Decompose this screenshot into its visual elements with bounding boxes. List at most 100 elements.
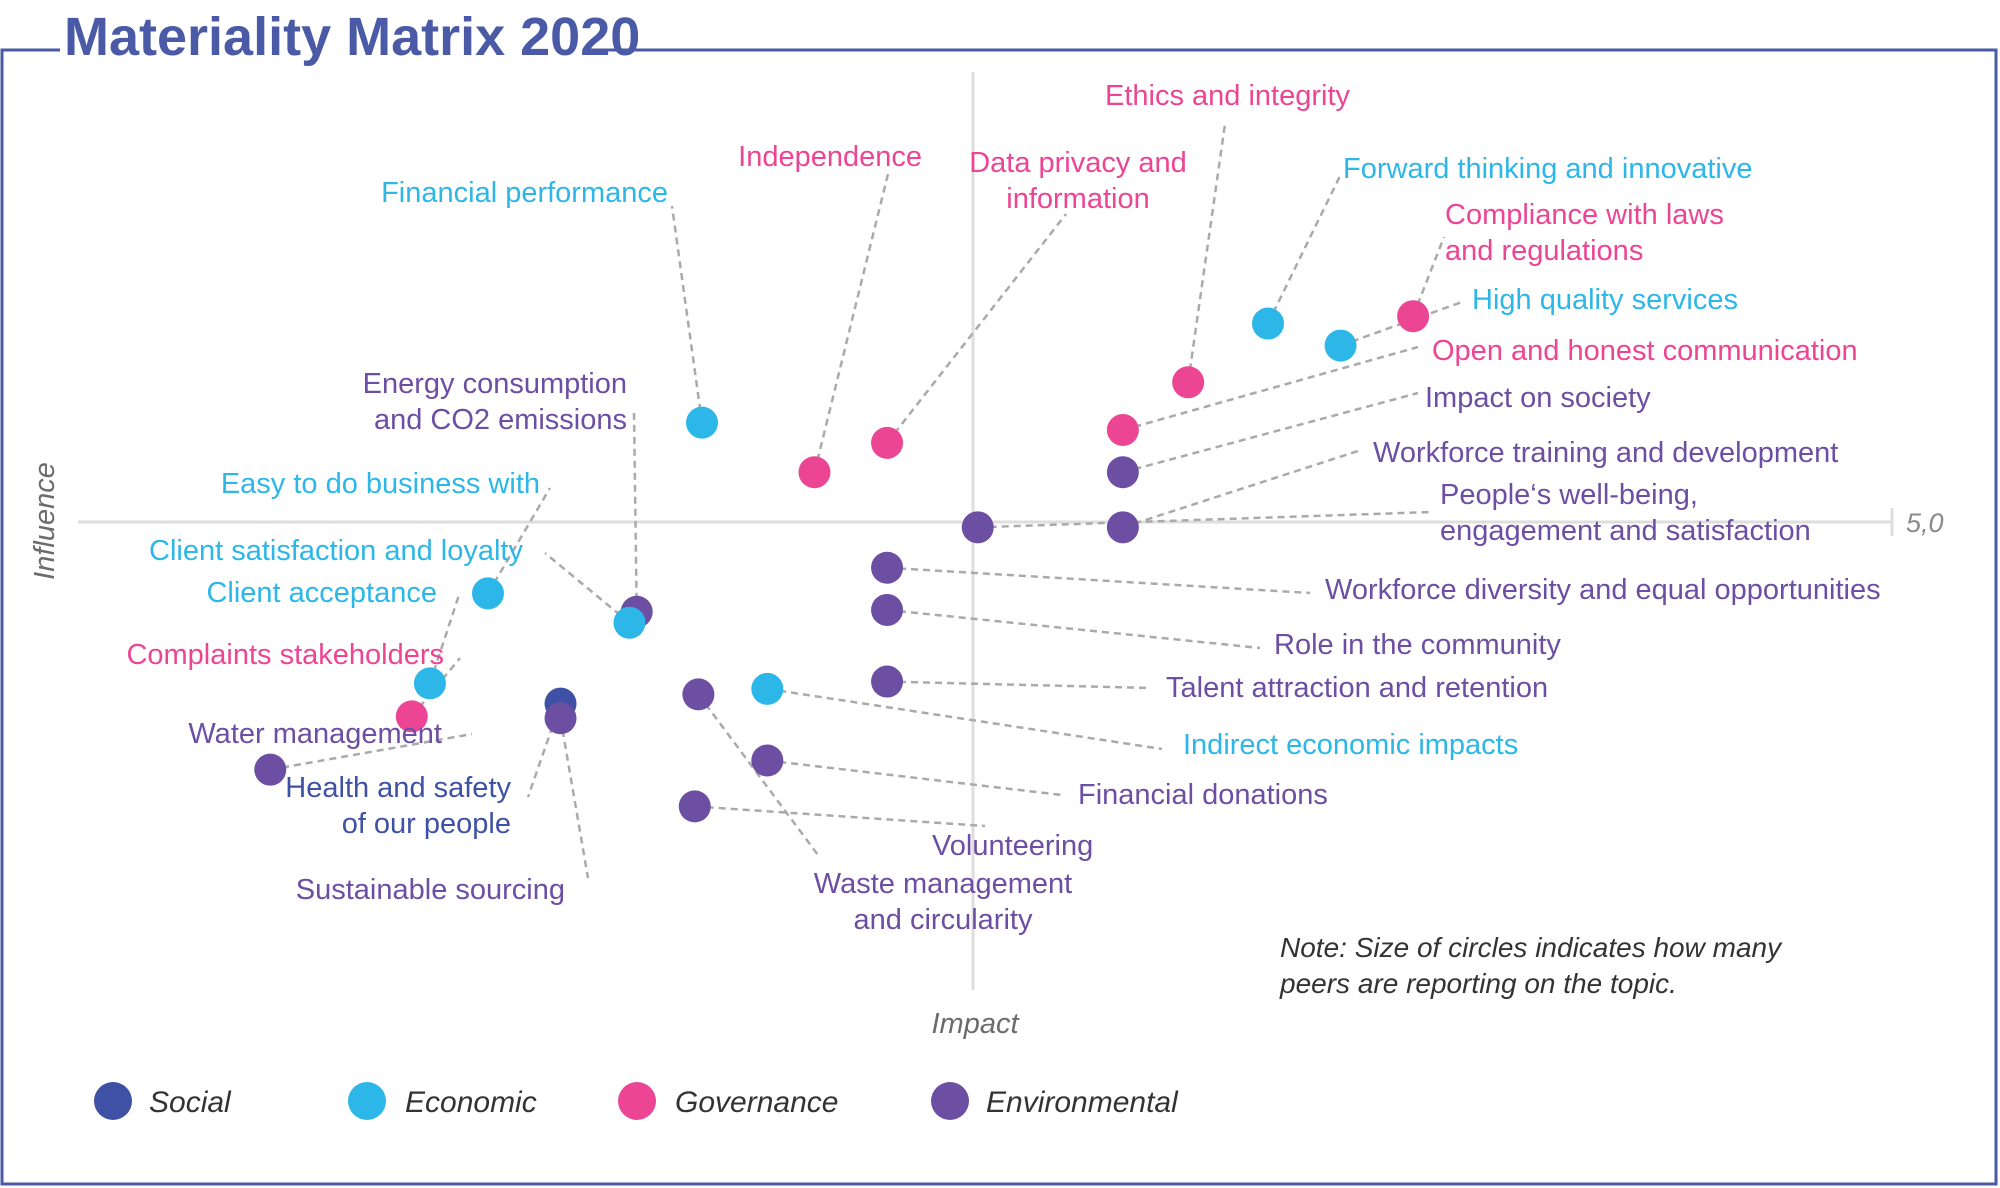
point-label-line: Talent attraction and retention [1166,672,1548,704]
leader-line-independence [813,173,890,473]
point-label-data-privacy-and-information: Data privacy and information [969,147,1187,215]
leader-line-sustainable-sourcing [559,718,590,879]
data-point-ethics-and-integrity [1172,366,1205,399]
point-label-impact-on-society: Impact on society [1425,382,1651,414]
point-label-health-and-safety-of-our-people: Health and safety of our people [285,772,511,840]
data-point-data-privacy-and-information [871,426,904,459]
data-point-workforce-diversity-and-equal-opportunities [871,551,904,584]
point-label-indirect-economic-impacts: Indirect economic impacts [1183,729,1518,761]
point-label-line: Financial performance [381,177,668,209]
data-point-client-acceptance [413,667,446,700]
point-label-client-satisfaction-and-loyalty: Client satisfaction and loyalty [149,535,523,567]
data-point-sustainable-sourcing [544,702,577,735]
leader-line-workforce-diversity-and-equal-opportunities [886,566,1311,595]
point-label-line: Financial donations [1078,779,1328,811]
point-label-line: Sustainable sourcing [296,874,565,906]
point-label-line: Complaints stakeholders [126,639,444,671]
point-label-water-management: Water management [188,718,442,750]
leader-line-volunteering [694,805,986,828]
x-axis-max-tick-label: 5,0 [1906,508,1944,538]
point-label-line: Compliance with laws [1445,199,1724,231]
point-label-easy-to-do-business-with: Easy to do business with [221,468,540,500]
point-label-line: Energy consumption [363,368,627,400]
leader-line-client-acceptance [428,591,462,684]
leader-line-role-in-the-community [886,608,1261,650]
point-label-line: Health and safety [285,772,511,804]
data-point-talent-attraction-and-retention [871,665,904,698]
point-label-line: and circularity [854,904,1033,936]
data-point-volunteering [678,790,711,823]
point-label-financial-performance: Financial performance [381,177,668,209]
point-label-workforce-training-and-development: Workforce training and development [1373,437,1838,469]
point-label-line: engagement and satisfaction [1440,515,1811,547]
leader-line-easy-to-do-business-with [486,487,552,595]
legend-label-social: Social [149,1086,232,1119]
chart-note: Note: Size of circles indicates how many… [1279,932,1789,999]
leader-line-waste-management-and-circularity [697,693,820,856]
point-label-sustainable-sourcing: Sustainable sourcing [296,874,565,906]
point-label-line: Role in the community [1274,629,1561,661]
chart-note-line-1: Note: Size of circles indicates how many [1280,932,1783,963]
leader-line-impact-on-society [1122,391,1419,474]
data-point-waste-management-and-circularity [682,678,715,711]
leader-line-ethics-and-integrity [1186,123,1227,383]
point-label-line: Impact on society [1425,382,1651,414]
data-point-compliance-with-laws-and-regulations [1397,300,1430,333]
chart-frame [0,48,1998,1186]
data-point-people-s-well-being-engagement-and-satisfaction [961,511,994,544]
point-label-independence: Independence [738,141,922,173]
point-label-compliance-with-laws-and-regulations: Compliance with laws and regulations [1445,199,1724,267]
data-point-client-satisfaction-and-loyalty [613,606,646,639]
leader-line-financial-performance [670,205,704,423]
point-label-line: Client acceptance [206,577,437,609]
chart-note-line-2: peers are reporting on the topic. [1279,968,1677,999]
point-label-line: Water management [188,718,442,750]
point-label-line: Forward thinking and innovative [1343,153,1752,185]
data-point-indirect-economic-impacts [751,672,784,705]
point-label-line: Independence [738,141,922,173]
point-label-line: and regulations [1445,235,1643,267]
data-point-high-quality-services [1324,329,1357,362]
point-label-line: Indirect economic impacts [1183,729,1518,761]
leader-line-open-and-honest-communication [1122,345,1419,432]
legend-item-governance: Governance [618,1082,838,1120]
x-axis-label: Impact [931,1008,1020,1040]
point-label-line: Ethics and integrity [1105,80,1351,112]
point-label-financial-donations: Financial donations [1078,779,1328,811]
point-label-line: Volunteering [932,830,1093,862]
point-label-line: Waste management [814,868,1072,900]
legend-label-governance: Governance [675,1086,838,1119]
point-labels: Ethics and integrity Forward thinking and… [126,80,1880,936]
point-label-line: Easy to do business with [221,468,540,500]
legend-item-environmental: Environmental [931,1082,1179,1120]
data-point-impact-on-society [1106,456,1139,489]
data-point-open-and-honest-communication [1106,414,1139,447]
data-point-financial-donations [751,744,784,777]
point-label-volunteering: Volunteering [932,830,1093,862]
legend-label-environmental: Environmental [986,1086,1179,1119]
point-label-talent-attraction-and-retention: Talent attraction and retention [1166,672,1548,704]
y-axis-label: Influence [29,462,61,580]
data-point-financial-performance [686,406,719,439]
leader-line-forward-thinking-and-innovative [1266,175,1342,325]
chart-title: Materiality Matrix 2020 [64,7,640,67]
point-label-open-and-honest-communication: Open and honest communication [1432,335,1858,367]
point-label-line: Workforce diversity and equal opportunit… [1325,574,1881,606]
point-label-line: of our people [342,808,511,840]
data-point-workforce-training-and-development [1106,511,1139,544]
leader-lines [270,123,1463,879]
data-point-water-management [254,753,287,786]
point-label-line: Data privacy and [969,147,1187,179]
point-label-waste-management-and-circularity: Waste management and circularity [814,868,1072,936]
point-label-line: information [1006,183,1149,215]
point-label-client-acceptance: Client acceptance [206,577,437,609]
point-label-complaints-stakeholders: Complaints stakeholders [126,639,444,671]
legend-marker-environmental [931,1082,969,1120]
leader-line-workforce-training-and-development [1122,449,1359,529]
point-label-ethics-and-integrity: Ethics and integrity [1105,80,1351,112]
point-label-line: High quality services [1472,284,1738,316]
point-label-forward-thinking-and-innovative: Forward thinking and innovative [1343,153,1752,185]
legend-marker-social [94,1082,132,1120]
data-points [254,300,1430,823]
